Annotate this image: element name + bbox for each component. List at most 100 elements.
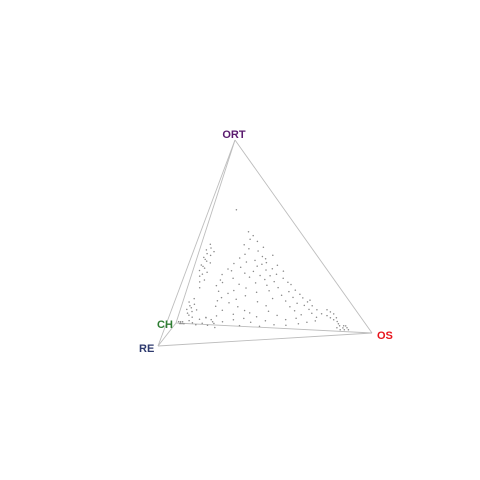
data-point xyxy=(259,274,261,277)
vertex-label-re: RE xyxy=(139,343,154,355)
data-point xyxy=(209,243,212,246)
data-point xyxy=(213,322,215,325)
data-point xyxy=(183,323,185,325)
data-point xyxy=(205,317,207,319)
data-point xyxy=(339,329,341,331)
data-point xyxy=(232,318,235,321)
edge-ort-os xyxy=(234,139,373,334)
data-point xyxy=(326,314,328,317)
edge-os-re xyxy=(157,332,373,347)
data-point xyxy=(273,324,275,326)
data-point xyxy=(309,299,311,301)
data-point xyxy=(237,305,239,308)
data-point xyxy=(290,283,292,286)
data-point xyxy=(203,279,206,281)
data-point xyxy=(198,286,201,289)
data-point xyxy=(204,258,206,261)
data-point xyxy=(205,249,208,251)
data-point xyxy=(202,265,204,268)
data-point xyxy=(337,322,340,325)
data-point xyxy=(243,317,245,320)
data-point xyxy=(245,261,248,263)
data-point xyxy=(344,325,347,327)
data-point xyxy=(266,284,268,286)
edge-ch-re xyxy=(157,322,177,347)
data-point xyxy=(227,268,229,270)
data-point xyxy=(177,320,180,323)
data-point xyxy=(338,325,341,327)
data-point xyxy=(210,318,212,321)
data-point xyxy=(306,301,309,303)
data-point xyxy=(206,252,208,255)
data-point xyxy=(198,281,201,283)
data-point xyxy=(311,312,313,314)
tetrahedron-edges xyxy=(157,139,373,347)
data-point xyxy=(303,304,306,307)
data-point xyxy=(247,230,250,233)
data-point xyxy=(248,247,250,250)
data-point xyxy=(276,314,278,317)
vertex-label-os: OS xyxy=(377,330,393,342)
data-point xyxy=(227,292,229,295)
data-point xyxy=(221,309,224,312)
data-point xyxy=(332,318,335,321)
data-point xyxy=(284,318,287,321)
vertex-label-ch: CH xyxy=(157,319,173,331)
data-point xyxy=(220,296,223,299)
data-point xyxy=(306,321,308,324)
data-point xyxy=(264,319,267,322)
data-point xyxy=(244,272,246,274)
data-point xyxy=(213,250,215,253)
data-point xyxy=(296,302,298,304)
data-point xyxy=(217,290,220,293)
data-point xyxy=(265,305,267,307)
data-point xyxy=(233,262,235,265)
data-point xyxy=(261,263,263,265)
data-point xyxy=(209,254,212,257)
data-point xyxy=(264,258,267,260)
data-point xyxy=(239,266,242,269)
data-point xyxy=(203,256,205,259)
data-point xyxy=(315,316,318,318)
data-point xyxy=(292,296,294,299)
data-point xyxy=(326,309,328,311)
data-point xyxy=(181,321,184,323)
data-point xyxy=(221,273,223,276)
data-point xyxy=(235,298,237,300)
data-point xyxy=(193,303,196,305)
data-point xyxy=(265,269,267,271)
data-point xyxy=(316,309,318,311)
data-point xyxy=(271,267,274,270)
data-point xyxy=(314,320,317,322)
data-point xyxy=(203,267,206,269)
data-point xyxy=(282,270,285,272)
data-point xyxy=(254,282,257,284)
data-point xyxy=(288,290,290,293)
data-point xyxy=(271,297,274,300)
data-point xyxy=(232,277,234,280)
data-point xyxy=(277,286,279,289)
data-point xyxy=(347,329,350,331)
data-point xyxy=(272,254,274,256)
edge-ort-ch xyxy=(175,139,236,324)
data-point xyxy=(311,305,313,307)
data-point xyxy=(198,275,201,277)
data-point xyxy=(206,271,208,273)
data-point xyxy=(230,270,233,272)
data-point xyxy=(282,277,284,280)
data-point xyxy=(193,297,195,300)
data-point xyxy=(188,319,190,322)
data-point xyxy=(256,300,259,303)
data-point xyxy=(262,246,265,249)
data-point xyxy=(188,314,190,316)
data-point xyxy=(257,250,259,252)
data-point xyxy=(248,312,251,314)
data-point xyxy=(297,322,300,325)
data-point xyxy=(336,327,338,329)
data-point xyxy=(214,326,216,329)
data-point xyxy=(206,324,209,327)
data-point xyxy=(244,253,246,256)
data-point xyxy=(186,312,189,314)
data-point xyxy=(245,287,247,289)
